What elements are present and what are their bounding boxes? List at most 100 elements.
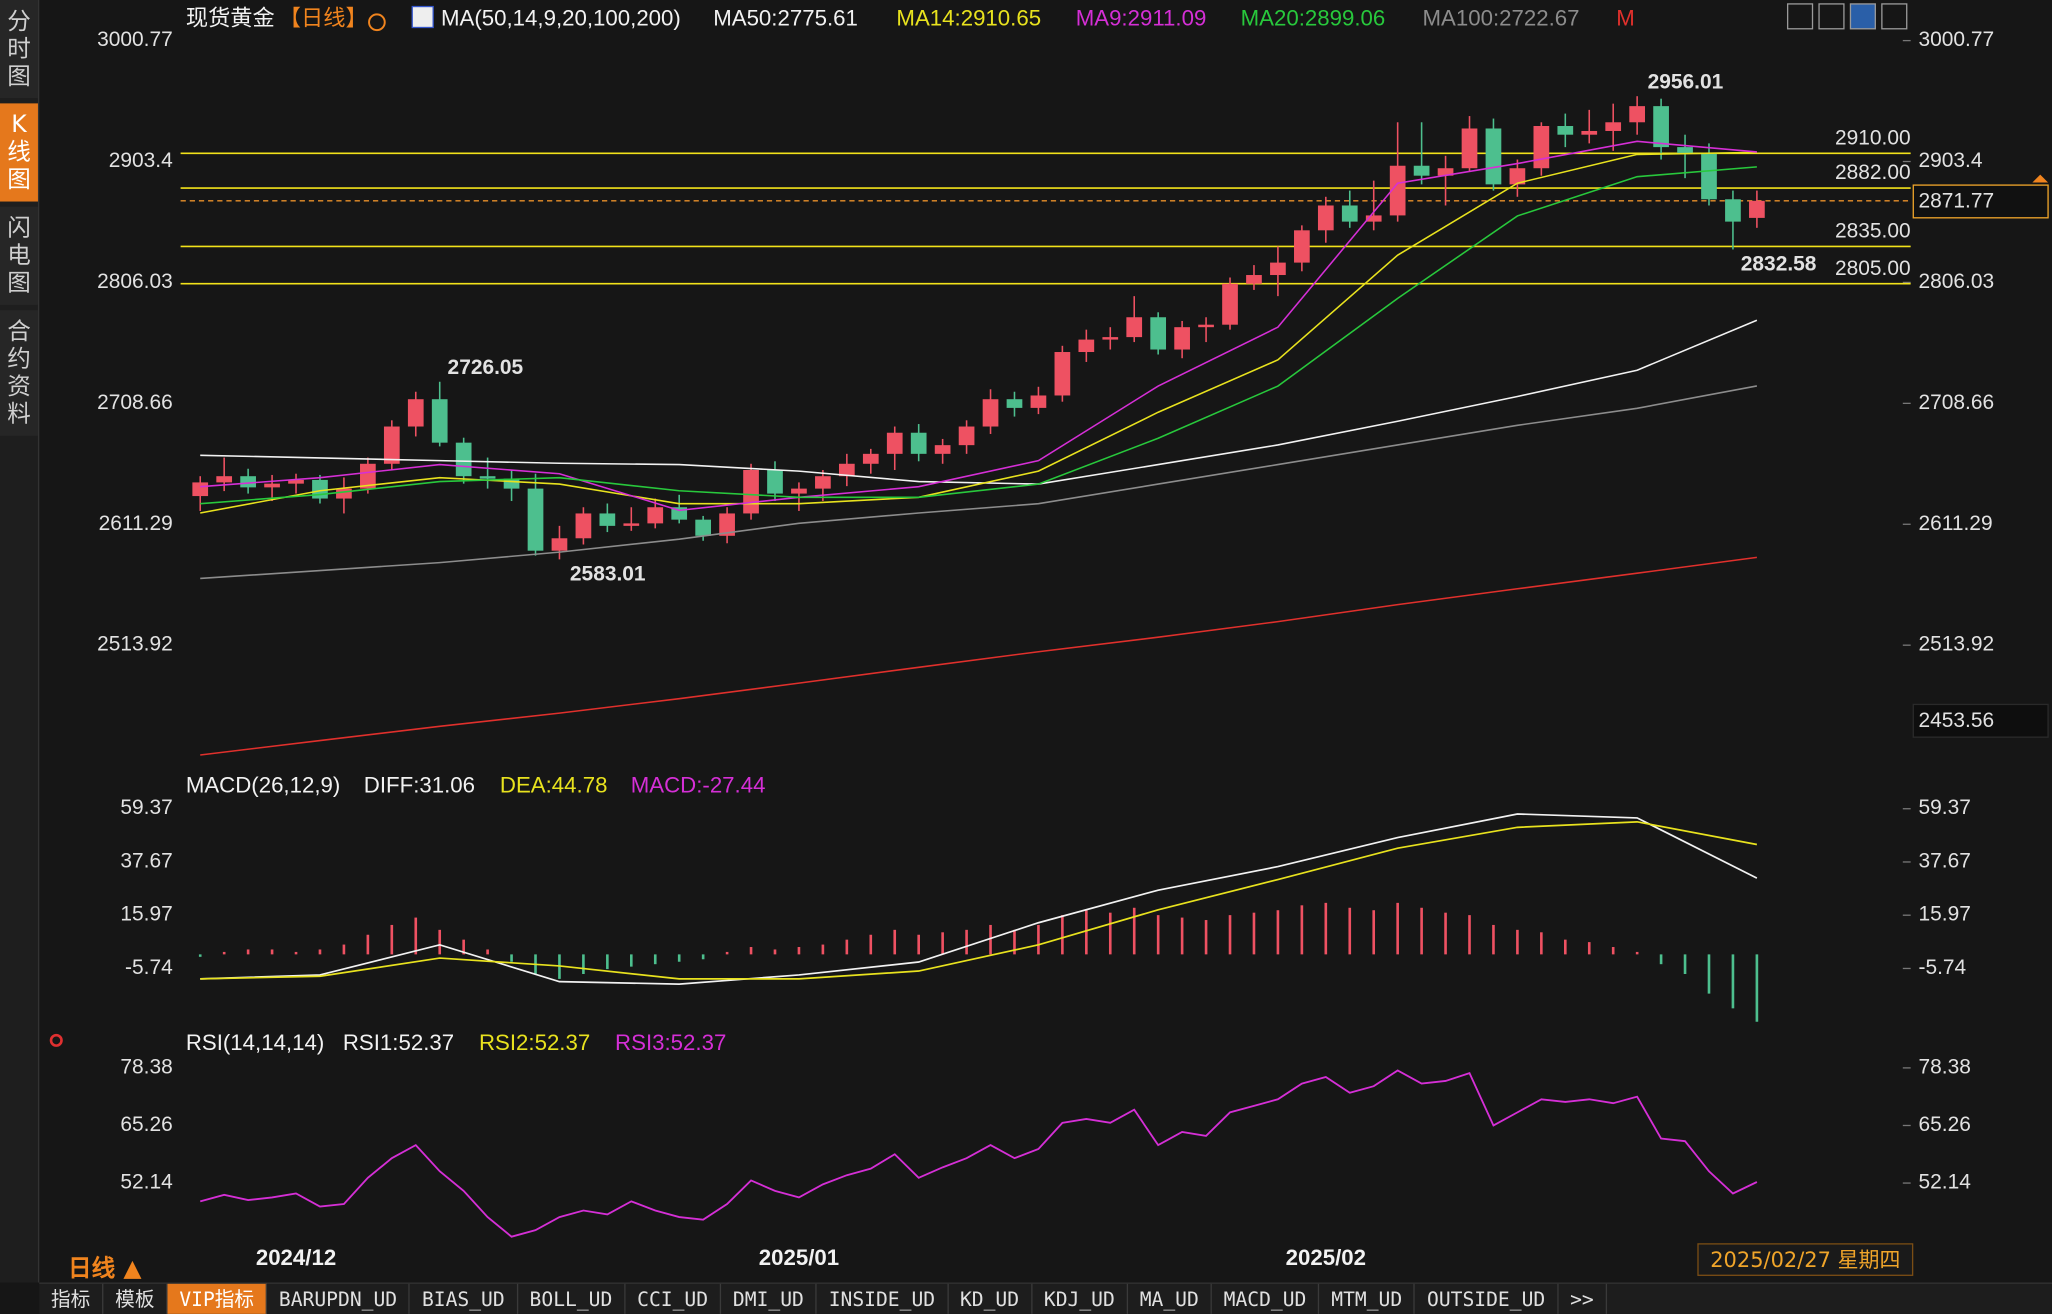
extreme-label: 2832.58 xyxy=(1741,253,1817,276)
y-tick-label: -5.74 xyxy=(125,956,173,979)
icon[interactable] xyxy=(1881,3,1908,30)
indicator-tab[interactable]: INSIDE_UD xyxy=(817,1283,949,1314)
indicator-tab[interactable]: BIAS_UD xyxy=(410,1283,518,1314)
extreme-label: 2956.01 xyxy=(1648,71,1724,94)
indicator-tab[interactable]: MACD_UD xyxy=(1212,1283,1320,1314)
candle-body xyxy=(1557,126,1574,135)
add-icon[interactable] xyxy=(368,13,386,32)
period-label[interactable]: 日线 ▲ xyxy=(68,1255,142,1283)
extreme-label: 2583.01 xyxy=(570,563,646,586)
indicator-tab[interactable]: DMI_UD xyxy=(721,1283,817,1314)
y-tick-label-right: 15.97 xyxy=(1919,903,1971,926)
candle-body xyxy=(1749,200,1765,218)
legend-entry: MACD:-27.44 xyxy=(631,772,766,797)
sidebar-tab[interactable]: 分时图 xyxy=(0,0,38,99)
icon[interactable] xyxy=(1818,3,1845,30)
candle-body xyxy=(1701,153,1717,200)
x-tick-label: 2025/02 xyxy=(1286,1245,1366,1270)
y-tick-label: 59.37 xyxy=(120,796,172,819)
candle-body xyxy=(815,476,831,489)
y-tick-label-right: 52.14 xyxy=(1919,1171,1972,1194)
candle-body xyxy=(455,442,472,477)
marker-price-box xyxy=(1912,703,2049,738)
icon[interactable] xyxy=(1786,3,1814,30)
indicator-tab[interactable]: MTM_UD xyxy=(1319,1283,1416,1314)
candle-body xyxy=(1437,168,1454,176)
indicator-tab[interactable]: CCI_UD xyxy=(625,1283,722,1314)
y-tick-label: 52.14 xyxy=(120,1171,173,1194)
legend-entry: MA100:2722.67 xyxy=(1423,6,1580,31)
candle-body xyxy=(934,445,951,454)
level-label: 2910.00 xyxy=(1835,126,1911,149)
candle-body xyxy=(767,469,783,494)
candle-body xyxy=(862,453,879,464)
candle-body xyxy=(264,483,280,488)
toolbar-icons[interactable] xyxy=(1786,3,1908,30)
candle-body xyxy=(1581,130,1598,135)
sidebar-tab[interactable]: 闪电图 xyxy=(0,206,38,305)
candle-body xyxy=(1270,262,1286,276)
candle-body xyxy=(1365,215,1382,222)
y-tick-label: 2806.03 xyxy=(97,270,173,293)
candle-body xyxy=(1317,205,1334,231)
legend-entry: 现货黄金 xyxy=(186,6,275,31)
legend-entry: M xyxy=(1616,6,1635,31)
last-price-label: 2871.77 xyxy=(1919,190,1995,213)
indicator-tab[interactable]: BARUPDN_UD xyxy=(267,1283,411,1314)
candle-body xyxy=(1461,128,1478,169)
y-tick-label-right: 37.67 xyxy=(1919,849,1971,872)
legend-entry: RSI3:52.37 xyxy=(615,1030,726,1055)
candle-body xyxy=(623,523,640,526)
candle-body xyxy=(791,488,807,494)
sidebar-tab[interactable]: K线图 xyxy=(0,103,38,202)
sidebar-tab[interactable]: 合约资料 xyxy=(0,310,38,436)
y-tick-label-right: 2513.92 xyxy=(1919,633,1995,656)
legend-entry: RSI(14,14,14) xyxy=(186,1030,324,1055)
candle-body xyxy=(216,476,233,483)
candle-body xyxy=(407,399,424,427)
macd-line xyxy=(200,820,1758,980)
legend-entry: MA50:2775.61 xyxy=(713,6,858,31)
indicator-tab[interactable]: BOLL_UD xyxy=(518,1283,626,1314)
candle-body xyxy=(551,538,568,551)
indicator-tab[interactable]: KD_UD xyxy=(948,1283,1033,1314)
candle-body xyxy=(910,432,927,454)
level-label: 2882.00 xyxy=(1835,161,1911,184)
candle-body xyxy=(719,513,735,536)
candle-body xyxy=(1509,168,1526,185)
candle-body xyxy=(575,513,592,539)
indicator-tab[interactable]: >> xyxy=(1558,1283,1607,1314)
rsi-line xyxy=(199,1069,1758,1238)
indicator-tab[interactable]: VIP指标 xyxy=(167,1283,268,1314)
candle-body xyxy=(1222,283,1238,325)
legend-entry: MA14:2910.65 xyxy=(896,6,1041,31)
indicator-icon[interactable] xyxy=(411,5,434,29)
indicator-tab[interactable]: OUTSIDE_UD xyxy=(1415,1283,1559,1314)
candle-body xyxy=(336,488,352,499)
indicator-tab[interactable]: MA_UD xyxy=(1128,1283,1212,1314)
candle-body xyxy=(1246,275,1262,284)
sidebar: 分时图 K线图闪电图合约资料 xyxy=(0,0,40,1283)
candle-body xyxy=(1629,106,1645,123)
indicator-tab[interactable]: 模板 xyxy=(103,1283,168,1314)
marker-price-label: 2453.56 xyxy=(1919,709,1995,732)
legend-entry: MA(50,14,9,20,100,200) xyxy=(441,6,681,31)
candle-body xyxy=(288,479,304,484)
y-tick-label-right: 65.26 xyxy=(1919,1113,1971,1136)
candle-body xyxy=(1102,337,1119,340)
y-tick-label-right: 2708.66 xyxy=(1919,391,1995,414)
indicator-tab[interactable]: 指标 xyxy=(39,1283,104,1314)
settings-icon[interactable] xyxy=(49,1033,63,1047)
legend-entry: DIFF:31.06 xyxy=(364,772,475,797)
icon[interactable] xyxy=(1849,3,1876,30)
candle-body xyxy=(1294,230,1310,263)
candle-body xyxy=(1653,106,1669,148)
candle-body xyxy=(360,463,376,489)
candle-body xyxy=(527,488,544,551)
y-tick-label-right: -5.74 xyxy=(1919,956,1967,979)
candle-body xyxy=(1725,199,1741,222)
indicator-tab[interactable]: KDJ_UD xyxy=(1032,1283,1128,1314)
